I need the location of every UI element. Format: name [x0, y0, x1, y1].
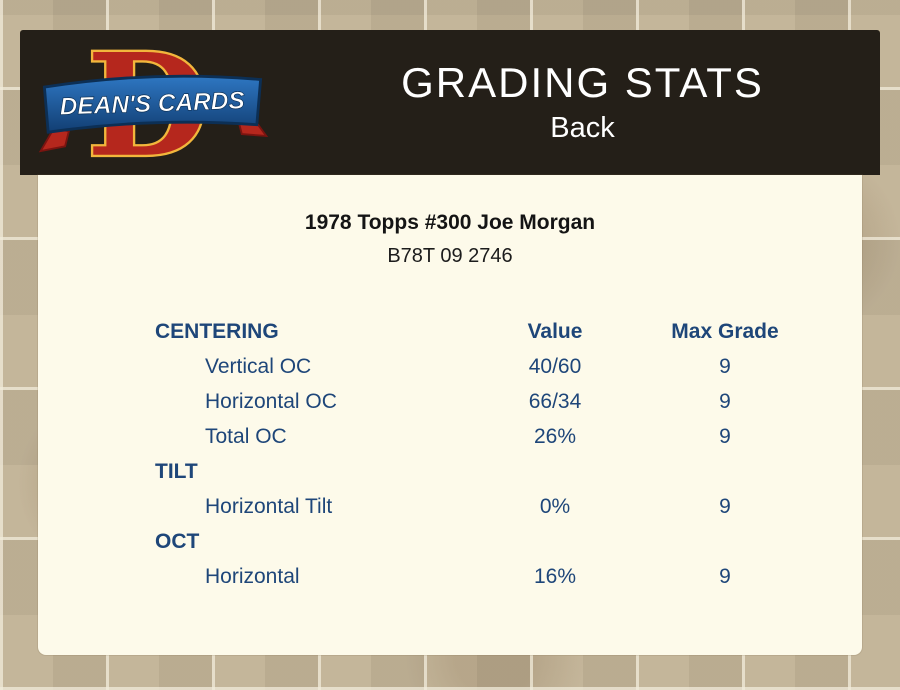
header-bar: D DEAN'S CARDS GRADING STATS Back	[20, 30, 880, 175]
row-max-grade: 9	[719, 495, 731, 518]
row-label: Horizontal Tilt	[205, 495, 333, 518]
column-header-max-grade: Max Grade	[671, 320, 779, 343]
row-max-grade: 9	[719, 425, 731, 448]
page-subtitle: Back	[550, 112, 615, 145]
card-serial-number: B78T 09 2746	[387, 245, 513, 267]
section-row: TILT	[155, 454, 862, 489]
section-row: OCT	[155, 524, 862, 559]
row-value: 26%	[533, 425, 577, 448]
row-max-grade: 9	[719, 355, 731, 378]
row-max-grade: 9	[719, 390, 731, 413]
table-row: Horizontal 16% 9	[155, 559, 862, 594]
row-label: Horizontal	[205, 565, 300, 588]
row-label: Horizontal OC	[205, 390, 337, 413]
column-header-value: Value	[527, 320, 583, 343]
row-value: 16%	[533, 565, 577, 588]
table-row: Total OC 26% 9	[155, 419, 862, 454]
section-oct: OCT	[155, 530, 200, 553]
header-text-block: GRADING STATS Back	[285, 58, 880, 145]
row-value: 0%	[539, 495, 571, 518]
row-value: 66/34	[528, 390, 582, 413]
row-max-grade: 9	[719, 565, 731, 588]
logo-brand-text: DEAN'S CARDS	[59, 87, 246, 120]
row-label: Total OC	[205, 425, 287, 448]
row-value: 40/60	[528, 355, 582, 378]
stats-panel: 1978 Topps #300 Joe Morgan B78T 09 2746 …	[38, 175, 862, 655]
table-row: Horizontal OC 66/34 9	[155, 384, 862, 419]
grading-stats-table: CENTERING Value Max Grade Vertical OC 40…	[155, 314, 862, 594]
section-tilt: TILT	[155, 460, 198, 483]
section-centering: CENTERING	[155, 320, 279, 343]
deans-cards-logo-icon: D DEAN'S CARDS	[38, 38, 269, 170]
row-label: Vertical OC	[205, 355, 312, 378]
table-row: Horizontal Tilt 0% 9	[155, 489, 862, 524]
card-title: 1978 Topps #300 Joe Morgan	[304, 211, 596, 234]
deans-cards-logo: D DEAN'S CARDS	[20, 36, 285, 170]
table-row: Vertical OC 40/60 9	[155, 349, 862, 384]
logo-ribbon-banner	[42, 74, 263, 134]
page-title: GRADING STATS	[401, 58, 764, 106]
table-header-row: CENTERING Value Max Grade	[155, 314, 862, 349]
